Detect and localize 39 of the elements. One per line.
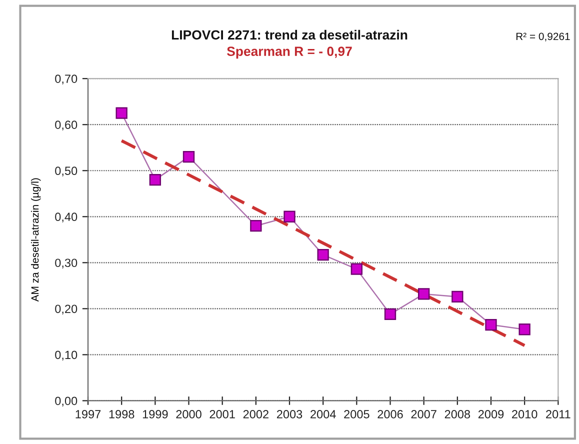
point (485, 318, 497, 331)
x-tick-label: 2001 (210, 410, 235, 418)
x-tick-label: 2010 (512, 410, 538, 418)
chart-subtitle: Spearman R = - 0,97 (226, 46, 352, 59)
x-tick-label: 1997 (76, 410, 101, 418)
point (250, 220, 262, 232)
chart-title: LIPOVCI 2271: trend za desetil-atrazin (172, 30, 408, 40)
x-tick-label: 2007 (411, 410, 436, 418)
text: R² = 0,9261 (516, 32, 570, 42)
y-tick-label: 0,40 (55, 212, 78, 222)
x-tick-label: 2005 (344, 410, 370, 418)
x-tick-label: 2011 (546, 410, 570, 418)
point (284, 210, 296, 222)
x-tick-label: 2004 (310, 410, 336, 418)
point (116, 107, 128, 119)
x-tick-label: 2008 (444, 410, 470, 418)
x-tick-label: 2009 (478, 410, 504, 418)
point (350, 263, 362, 275)
point (149, 174, 162, 186)
x-tick-label: 2002 (243, 410, 268, 418)
y-tick-label: 0,00 (55, 396, 78, 406)
y-tick-label: 0,30 (55, 258, 78, 268)
point (418, 288, 430, 300)
x-tick-label: 2003 (276, 410, 302, 418)
point (518, 324, 530, 336)
point (317, 249, 329, 261)
point (452, 290, 464, 303)
y-axis-title: AM za desetil-atrazin (µg/l) (31, 178, 41, 302)
y-tick-label: 0,60 (55, 120, 78, 130)
point (384, 308, 396, 320)
x-tick-label: 1998 (109, 410, 134, 418)
x-tick-label: 2006 (378, 410, 403, 418)
y-tick-label: 0,70 (55, 74, 78, 84)
x-tick-label: 1999 (142, 410, 168, 418)
x-tick-label: 2000 (176, 410, 202, 418)
y-tick-label: 0,10 (55, 350, 78, 360)
y-tick-label: 0,20 (55, 304, 78, 314)
y-tick-label: 0,50 (55, 166, 78, 176)
point (182, 150, 195, 163)
